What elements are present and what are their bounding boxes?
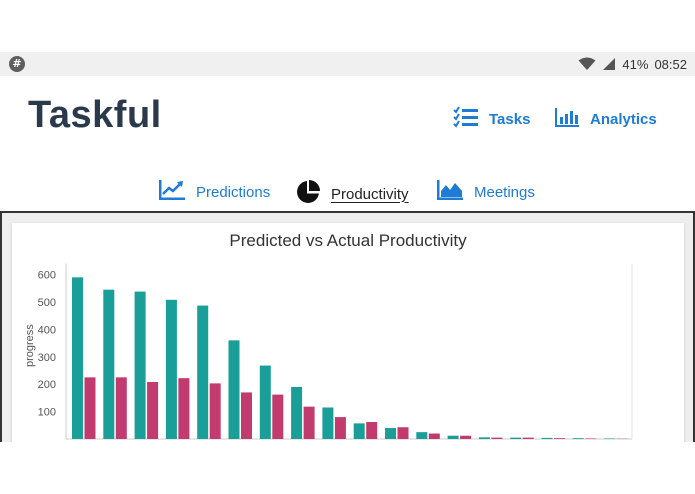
tab-meetings-label: Meetings: [474, 183, 535, 201]
predicted-bar: [134, 291, 146, 439]
line-chart-icon: [158, 179, 186, 205]
y-tick-label: 400: [38, 324, 56, 336]
actual-bar: [209, 383, 221, 439]
predicted-bar: [197, 305, 209, 439]
predicted-bar: [291, 386, 303, 439]
predicted-bar: [165, 299, 177, 439]
actual-bar: [491, 437, 503, 439]
chart-card: Predicted vs Actual Productivity progres…: [12, 223, 684, 448]
predicted-bar: [228, 340, 240, 439]
actual-bar: [115, 377, 127, 439]
y-tick-label: 300: [38, 352, 56, 364]
tab-meetings[interactable]: Meetings: [436, 179, 535, 205]
actual-bar: [334, 417, 346, 439]
nav-analytics-link[interactable]: Analytics: [554, 106, 657, 132]
clock: 08:52: [654, 56, 687, 72]
predicted-bar: [447, 435, 459, 439]
battery-percent: 41%: [622, 56, 649, 72]
actual-bar: [366, 422, 378, 439]
task-list-icon: [453, 106, 479, 132]
bar-chart-icon: [554, 106, 580, 132]
nav-tasks-label: Tasks: [489, 110, 531, 128]
tab-predictions-label: Predictions: [196, 183, 271, 201]
chart-tabs: Predictions Productivity Meetings: [0, 176, 695, 210]
y-tick-label: 500: [38, 297, 56, 309]
actual-bar: [241, 392, 252, 439]
actual-bar: [397, 427, 409, 439]
signal-icon: [602, 57, 616, 71]
actual-bar: [428, 433, 440, 439]
y-tick-label: 200: [38, 379, 56, 391]
predicted-bar: [572, 438, 584, 439]
tab-productivity[interactable]: Productivity: [295, 179, 409, 209]
pie-chart-icon: [295, 179, 321, 209]
predicted-bar: [103, 289, 115, 439]
predicted-bar: [604, 438, 616, 439]
predicted-bar: [541, 437, 553, 439]
predicted-bar: [510, 437, 522, 439]
bar-chart: 100 200 300 400 500 600: [38, 263, 633, 440]
actual-bar: [84, 377, 96, 439]
predicted-bar: [72, 277, 83, 439]
page-bottom: [0, 442, 695, 494]
predicted-bar: [259, 365, 271, 439]
notification-app-icon: #: [9, 56, 25, 72]
predicted-bar: [385, 428, 396, 439]
actual-bar: [585, 438, 597, 439]
actual-bar: [554, 438, 565, 439]
actual-bar: [303, 406, 315, 439]
predicted-bar: [478, 437, 490, 439]
actual-bar: [460, 435, 472, 439]
chart-frame: Predicted vs Actual Productivity progres…: [0, 211, 695, 448]
predicted-bar: [322, 407, 334, 439]
actual-bar: [522, 437, 534, 439]
actual-bar: [147, 382, 159, 439]
app-title: Taskful: [28, 94, 162, 136]
y-tick-label: 600: [38, 270, 56, 282]
nav-tasks-link[interactable]: Tasks: [453, 106, 530, 132]
area-chart-icon: [436, 179, 464, 205]
chart-title: Predicted vs Actual Productivity: [229, 231, 467, 250]
predicted-bar: [353, 423, 365, 439]
y-tick-label: 100: [38, 407, 56, 419]
wifi-icon: [578, 57, 596, 71]
nav-analytics-label: Analytics: [590, 110, 657, 128]
tab-productivity-label: Productivity: [331, 185, 409, 203]
predicted-bar: [416, 432, 428, 439]
app-header: Taskful Tasks Analytics: [0, 76, 695, 156]
tab-predictions[interactable]: Predictions: [158, 179, 270, 205]
actual-bar: [272, 394, 284, 439]
status-bar: # 41% 08:52: [0, 52, 695, 76]
actual-bar: [178, 378, 190, 439]
